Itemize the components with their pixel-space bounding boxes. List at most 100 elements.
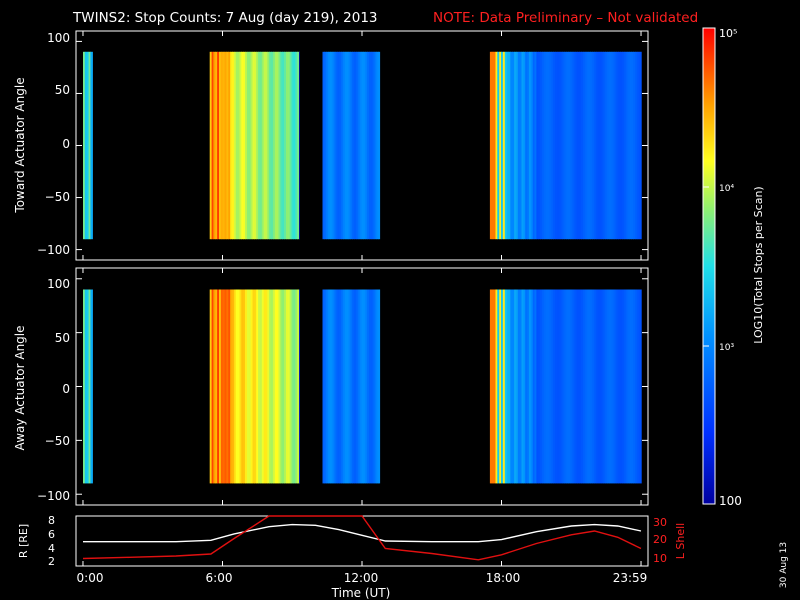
heatmap-cell: [243, 289, 246, 484]
heatmap-cell: [491, 289, 495, 484]
heatmap-cell: [367, 289, 370, 484]
heatmap-cell: [616, 51, 619, 240]
ytick-label: 100: [47, 31, 70, 45]
heatmap-cell: [555, 289, 558, 484]
heatmap-cell: [357, 51, 361, 240]
heatmap-cell: [538, 289, 541, 484]
heatmap-cell: [361, 51, 364, 240]
heatmap-cell: [601, 51, 604, 240]
heatmap-cell: [592, 289, 595, 484]
heatmap-cell: [367, 51, 370, 240]
heatmap-cell: [370, 289, 374, 484]
heatmap-cell: [237, 51, 241, 240]
heatmap-cell: [299, 51, 300, 240]
heatmap-cell: [638, 51, 642, 240]
heatmap-cell: [501, 289, 504, 484]
heatmap-cell: [224, 289, 228, 484]
heatmap-cell: [493, 289, 497, 484]
heatmap-cell: [326, 51, 329, 240]
heatmap-cell: [633, 289, 636, 484]
heatmap-cell: [502, 289, 506, 484]
heatmap-cell: [523, 289, 526, 484]
heatmap-cell: [568, 289, 571, 484]
ytick-label: 0: [62, 137, 70, 151]
heatmap-cell: [502, 51, 506, 240]
heatmap-cell: [337, 51, 340, 240]
heatmap-cell: [528, 289, 532, 484]
heatmap-cell: [577, 51, 580, 240]
heatmap-cell: [575, 51, 578, 240]
heatmap-cell: [86, 289, 90, 484]
heatmap-cell: [521, 289, 524, 484]
heatmap-cell: [328, 51, 331, 240]
heatmap-cell: [217, 289, 220, 484]
heatmap-cell: [295, 51, 298, 240]
heatmap-cell: [372, 289, 376, 484]
heatmap-cell: [556, 51, 560, 240]
heatmap-cell: [258, 289, 261, 484]
heatmap-cell: [597, 51, 601, 240]
heatmap-cell: [638, 289, 642, 484]
heatmap-cell: [635, 51, 638, 240]
x-axis: 0:00 6:00 12:00 18:00 23:59 Time (UT): [77, 571, 648, 600]
panel-toward-heatmap: [76, 31, 648, 260]
heatmap-cell: [627, 289, 630, 484]
heatmap-cell: [335, 51, 338, 240]
heatmap-cell: [337, 289, 340, 484]
heatmap-cell: [352, 51, 355, 240]
heatmap-cell: [612, 51, 616, 240]
heatmap-cell: [291, 51, 294, 240]
heatmap-cell: [339, 289, 342, 484]
heatmap-cell: [261, 51, 265, 240]
heatmap-cell: [280, 51, 283, 240]
heatmap-cell: [211, 289, 215, 484]
heatmap-cell: [571, 51, 575, 240]
heatmap-cell: [521, 51, 524, 240]
heatmap-cell: [224, 51, 228, 240]
heatmap-cell: [278, 51, 281, 240]
heatmap-cell: [342, 289, 346, 484]
heatmap-cell: [562, 289, 565, 484]
heatmap-cell: [581, 51, 584, 240]
heatmap-cell: [333, 289, 337, 484]
heatmap-cell: [346, 51, 350, 240]
heatmap-cell: [532, 51, 536, 240]
heatmap-cell: [346, 289, 350, 484]
heatmap-cell: [530, 51, 534, 240]
ytick-label: 6: [48, 528, 55, 541]
heatmap-cell: [324, 51, 327, 240]
heatmap-cell: [607, 51, 610, 240]
heatmap-cell: [365, 51, 368, 240]
heatmap-cell: [547, 289, 551, 484]
ytick-label: 4: [48, 542, 55, 555]
heatmap-cell: [274, 51, 278, 240]
heatmap-cell: [269, 51, 272, 240]
heatmap-cell: [259, 289, 263, 484]
ytick-label: 20: [653, 533, 667, 546]
heatmap-cell: [252, 289, 255, 484]
heatmap-cell: [595, 289, 599, 484]
heatmap-cell: [219, 289, 222, 484]
xtick-label: 23:59: [613, 571, 648, 585]
heatmap-cell: [272, 289, 276, 484]
ytick-label: 100: [47, 277, 70, 291]
heatmap-cell: [88, 289, 92, 484]
heatmap-cell: [497, 289, 500, 484]
heatmap-cell: [620, 289, 623, 484]
heatmap-cell: [581, 289, 584, 484]
heatmap-cell: [256, 289, 259, 484]
heatmap-cell: [245, 51, 248, 240]
heatmap-cell: [295, 289, 298, 484]
heatmap-cell: [540, 289, 543, 484]
heatmap-cell: [376, 289, 379, 484]
heatmap-cell: [84, 289, 88, 484]
heatmap-cell: [378, 289, 381, 484]
heatmap-cell: [514, 51, 517, 240]
heatmap-cell: [265, 51, 268, 240]
heatmap-cell: [84, 51, 88, 240]
heatmap-cell: [629, 289, 632, 484]
heatmap-cell: [86, 51, 90, 240]
heatmap-cell: [534, 289, 537, 484]
heatmap-cell: [230, 51, 233, 240]
heatmap-cell: [506, 289, 510, 484]
